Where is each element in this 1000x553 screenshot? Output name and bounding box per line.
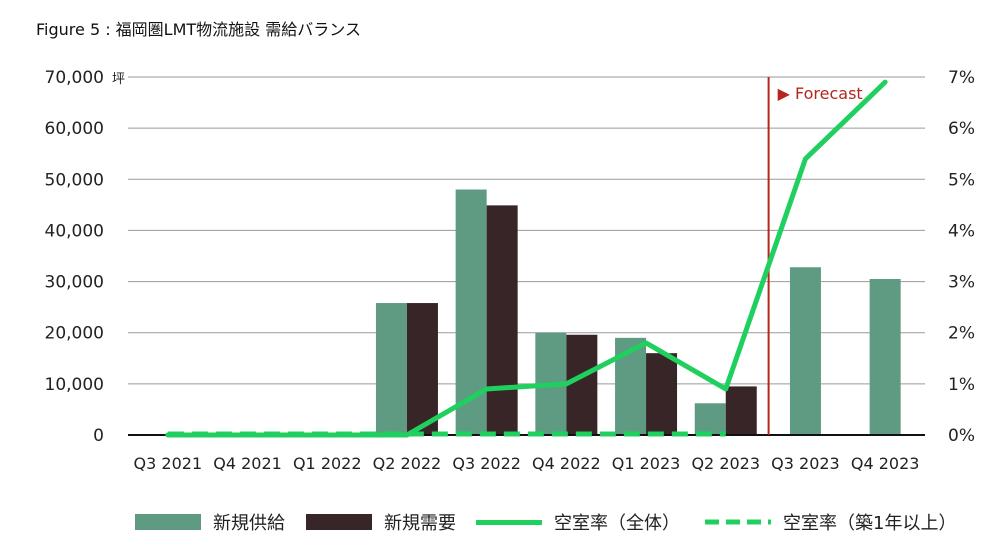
- y-right-tick-label: 4%: [948, 221, 975, 241]
- y-right-tick-label: 6%: [948, 119, 975, 139]
- legend-swatch-demand: [306, 514, 372, 530]
- legend-label-supply: 新規供給: [213, 513, 285, 534]
- x-tick-label: Q2 2023: [691, 454, 760, 473]
- legend-swatch-vacancy-1yr: [705, 519, 771, 525]
- y-left-tick-label: 20,000: [45, 324, 104, 344]
- x-tick-label: Q1 2023: [612, 454, 681, 473]
- bar-demand: [646, 353, 678, 435]
- line-vacancy-all: [165, 79, 888, 438]
- bar-supply: [694, 403, 726, 435]
- x-tick-label: Q1 2022: [293, 454, 362, 473]
- legend-item-supply: 新規供給: [135, 504, 285, 540]
- legend-label-vacancy-1yr: 空室率（築1年以上）: [783, 513, 957, 534]
- x-tick-label: Q4 2021: [213, 454, 282, 473]
- legend-item-demand: 新規需要: [306, 504, 456, 540]
- bar-supply: [789, 267, 821, 435]
- chart-title: Figure 5 : 福岡圏LMT物流施設 需給バランス: [36, 20, 361, 39]
- legend: 新規供給 新規需要 空室率（全体） 空室率（築1年以上）: [0, 504, 1000, 540]
- legend-swatch-supply: [135, 514, 201, 530]
- x-tick-label: Q3 2023: [771, 454, 840, 473]
- y-left-tick-label: 10,000: [45, 375, 104, 395]
- y-right-tick-label: 3%: [948, 273, 975, 293]
- bar-supply: [869, 279, 901, 435]
- legend-label-demand: 新規需要: [384, 513, 456, 534]
- legend-label-vacancy-all: 空室率（全体）: [554, 513, 680, 534]
- y-left-tick-label: 0: [93, 426, 104, 446]
- bar-demand: [566, 334, 598, 435]
- y-left-tick-label: 60,000: [45, 119, 104, 139]
- chart-area: 0 10,000 20,000 30,000 40,000 50,000 60,000 70,…: [45, 68, 975, 473]
- bar-demand: [406, 303, 438, 435]
- y-right-tick-label: 2%: [948, 324, 975, 344]
- y-left-tick-label: 30,000: [45, 273, 104, 293]
- x-tick-label: Q3 2022: [452, 454, 521, 473]
- x-tick-label: Q4 2023: [851, 454, 920, 473]
- y-right-tick-label: 7%: [948, 68, 975, 88]
- bar-demand: [725, 386, 757, 435]
- legend-swatch-vacancy-all: [476, 519, 542, 525]
- y-right-tick-label: 1%: [948, 375, 975, 395]
- x-tick-label: Q4 2022: [532, 454, 601, 473]
- y-left-tick-label: 40,000: [45, 221, 104, 241]
- x-tick-label: Q3 2021: [134, 454, 203, 473]
- y-right-tick-label: 5%: [948, 170, 975, 190]
- legend-item-vacancy-all: 空室率（全体）: [476, 504, 680, 540]
- legend-item-vacancy-1yr: 空室率（築1年以上）: [705, 504, 956, 540]
- y-left-unit-label: 坪: [112, 72, 125, 87]
- forecast-label: ▶ Forecast: [778, 84, 863, 103]
- y-left-tick-label: 50,000: [45, 170, 104, 190]
- bar-supply: [375, 303, 407, 435]
- y-right-tick-label: 0%: [948, 426, 975, 446]
- bar-demand: [486, 205, 518, 435]
- x-tick-label: Q2 2022: [373, 454, 442, 473]
- y-left-tick-label: 70,000: [45, 68, 104, 88]
